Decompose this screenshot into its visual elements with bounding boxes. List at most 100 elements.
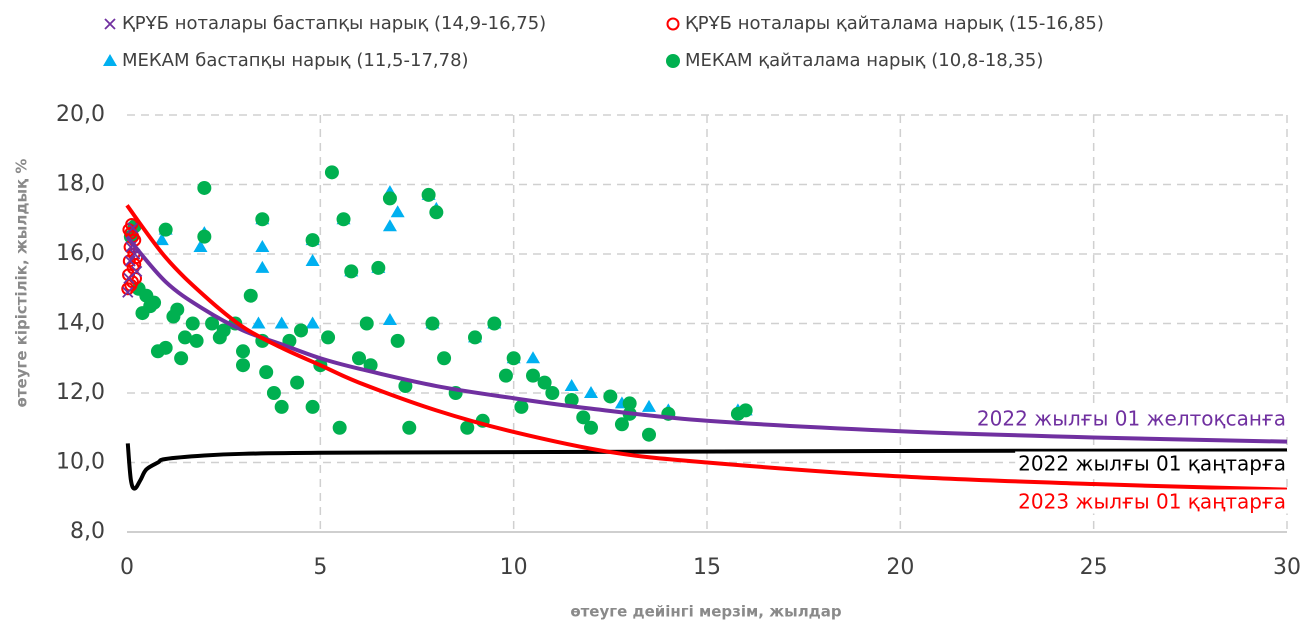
curve-label: 2022 жылғы 01 қаңтарға: [1018, 452, 1286, 476]
circle-marker: [429, 205, 444, 220]
circle-marker: [425, 316, 440, 331]
triangle-marker: [526, 351, 540, 364]
circle-marker: [584, 420, 598, 435]
curve: [125, 204, 1288, 492]
x-tick-label: 5: [313, 555, 327, 580]
circle-marker: [158, 340, 173, 355]
scatter-layer: [121, 165, 753, 442]
circle-marker: [197, 180, 212, 195]
circle-marker: [603, 389, 618, 404]
x-tick-label: 15: [693, 555, 721, 580]
circle-marker: [576, 410, 591, 425]
circle-marker: [321, 330, 336, 345]
legend-item: МЕКАМ қайталама нарық (10,8-18,35): [666, 50, 1043, 71]
curve: [125, 235, 1288, 444]
triangle-marker: [255, 260, 270, 273]
circle-marker: [506, 351, 521, 366]
circle-marker: [564, 392, 579, 407]
circle-marker: [274, 399, 289, 414]
x-tick-label: 0: [120, 555, 134, 580]
circle-marker: [460, 420, 475, 435]
circle-marker: [212, 330, 227, 345]
circle-marker: [197, 229, 212, 244]
circle-marker: [498, 368, 513, 383]
circle-marker: [402, 420, 417, 435]
circle-marker: [174, 351, 189, 366]
circle-marker: [189, 333, 204, 348]
circle-marker: [545, 386, 560, 400]
circle-marker: [255, 212, 270, 227]
y-tick-label: 14,0: [56, 311, 105, 336]
triangle-marker: [251, 316, 266, 329]
x-tick-label: 10: [500, 555, 528, 580]
curve-label-bg: [1015, 451, 1289, 476]
y-tick-label: 12,0: [56, 380, 105, 405]
curve: [125, 443, 1288, 491]
y-tick-label: 16,0: [56, 241, 105, 266]
circle-marker: [259, 365, 274, 380]
y-tick-label: 8,0: [70, 519, 105, 544]
circle-marker: [622, 396, 637, 411]
circle-marker: [642, 427, 656, 442]
legend-label: МЕКАМ бастапқы нарық (11,5-17,78): [122, 50, 469, 71]
circle-marker: [170, 302, 185, 317]
triangle-marker: [390, 205, 405, 218]
legend-item: ҚРҰБ ноталары қайталама нарық (15-16,85): [666, 13, 1104, 34]
legend-label: МЕКАМ қайталама нарық (10,8-18,35): [685, 50, 1043, 71]
x-marker: [122, 286, 134, 298]
circle-marker: [352, 351, 366, 366]
curve-label-bg: [1015, 489, 1289, 514]
curve-label: 2023 жылғы 01 қаңтарға: [1018, 490, 1286, 514]
circle-marker: [421, 187, 436, 202]
y-axis-label: өтеуге кірістілік, жылдық %: [13, 159, 31, 408]
circle-marker: [468, 330, 482, 345]
triangle-marker: [584, 386, 598, 398]
circle-marker: [514, 399, 529, 414]
circle-marker: [294, 323, 308, 338]
circle-marker: [382, 191, 397, 206]
x-tick-label: 20: [886, 555, 914, 580]
triangle-marker: [305, 316, 320, 329]
circle-marker: [290, 375, 305, 390]
y-tick-label: 18,0: [56, 172, 105, 197]
circle-marker: [614, 417, 629, 432]
triangle-marker: [642, 399, 656, 412]
curve-label: 2022 жылғы 01 желтоқсанға: [977, 407, 1286, 431]
circle-marker: [266, 386, 281, 400]
triangle-marker: [154, 233, 169, 246]
triangle-marker: [305, 253, 320, 266]
legend-item: МЕКАМ бастапқы нарық (11,5-17,78): [103, 50, 469, 71]
curve-label-bg: [973, 406, 1289, 431]
x-tick-label: 30: [1273, 555, 1301, 580]
y-tick-label: 20,0: [56, 102, 105, 127]
circle-marker: [666, 54, 680, 68]
circle-marker: [537, 375, 552, 390]
y-tick-label: 10,0: [56, 450, 105, 475]
triangle-marker: [564, 379, 579, 392]
circle-marker: [487, 316, 502, 331]
x-marker: [104, 18, 116, 30]
circle-marker: [305, 233, 320, 248]
circle-marker: [437, 351, 452, 366]
circle-marker: [243, 288, 258, 303]
circle-marker: [371, 260, 386, 275]
circle-marker: [205, 316, 220, 331]
circle-marker: [359, 316, 374, 331]
circle-marker: [332, 420, 347, 435]
circle-marker: [398, 379, 413, 394]
triangle-marker: [274, 316, 289, 329]
triangle-marker: [382, 219, 397, 232]
circle-marker: [147, 295, 162, 310]
open-circle-marker: [666, 17, 680, 31]
circle-marker: [390, 333, 405, 348]
legend-item: ҚРҰБ ноталары бастапқы нарық (14,9-16,75…: [104, 13, 546, 34]
circle-marker: [526, 368, 540, 383]
circle-marker: [158, 222, 173, 237]
circle-marker: [185, 316, 200, 331]
circle-marker: [336, 212, 351, 227]
triangle-marker: [103, 54, 117, 66]
triangle-marker: [382, 313, 397, 326]
triangle-marker: [255, 240, 270, 253]
x-marker: [131, 265, 143, 278]
